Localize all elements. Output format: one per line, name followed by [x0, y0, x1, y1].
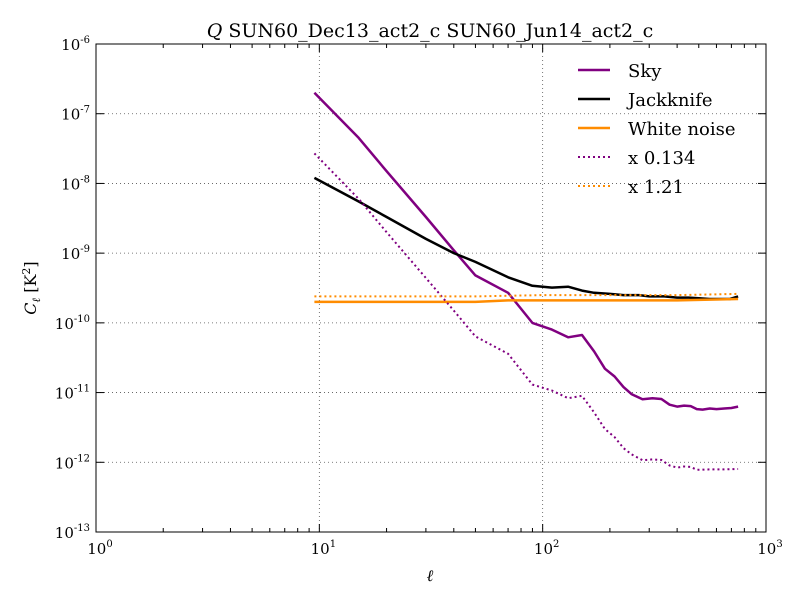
- x-tick-label: 103: [757, 539, 782, 558]
- y-axis-label: Cℓ [K2]: [20, 261, 43, 314]
- legend-label: White noise: [628, 119, 736, 140]
- legend-label: Jackknife: [626, 90, 713, 111]
- chart-title: Q SUN60_Dec13_act2_c SUN60_Jun14_act2_c: [207, 20, 654, 42]
- x-axis-label: ℓ: [427, 566, 434, 585]
- y-tick-label: 10-11: [55, 384, 90, 403]
- series-line-3: [313, 152, 739, 471]
- tick-labels: 100 101 102 103 10-13 10-12 10-11 10-10 10-9 10-8…: [55, 35, 783, 558]
- grid-lines: [96, 44, 766, 532]
- y-tick-label: 10-12: [55, 453, 90, 472]
- x-tick-label: 100: [87, 539, 112, 558]
- legend-label: Sky: [628, 61, 662, 82]
- tick-marks: [95, 43, 767, 533]
- legend: Sky Jackknife White noise x 0.134 x 1.21: [578, 61, 736, 198]
- y-tick-label: 10-9: [61, 244, 90, 263]
- legend-label: x 0.134: [628, 148, 695, 169]
- x-tick-label: 101: [311, 539, 336, 558]
- y-tick-label: 10-10: [55, 314, 90, 333]
- x-tick-label: 102: [534, 539, 559, 558]
- series-lines: [313, 91, 739, 471]
- series-line-0: [313, 91, 739, 411]
- series-line-4: [314, 292, 739, 298]
- series-line-2: [314, 297, 739, 304]
- y-tick-label: 10-6: [61, 35, 90, 54]
- series-line-1: [313, 176, 739, 301]
- axes-frame: [95, 43, 767, 533]
- y-tick-label: 10-13: [55, 523, 90, 542]
- y-tick-label: 10-7: [61, 105, 90, 124]
- y-tick-label: 10-8: [61, 174, 90, 193]
- legend-label: x 1.21: [628, 177, 684, 198]
